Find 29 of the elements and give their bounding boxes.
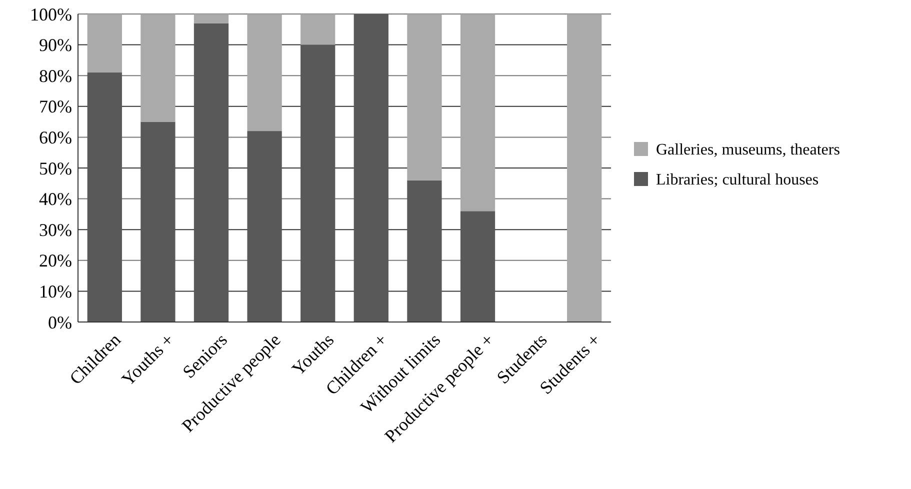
bar: [407, 14, 442, 180]
bar: [87, 72, 122, 322]
bar: [460, 14, 496, 212]
bar: [140, 122, 176, 322]
y-tick-label: 80%: [39, 66, 72, 86]
bar: [300, 14, 336, 45]
bar: [194, 14, 229, 24]
y-tick-label: 70%: [39, 96, 72, 117]
bar: [87, 14, 122, 73]
y-tick-label: 50%: [39, 158, 72, 178]
y-tick-label: 60%: [39, 128, 72, 148]
y-tick-label: 30%: [39, 220, 72, 240]
y-tick-label: 10%: [39, 282, 72, 302]
bar: [247, 14, 282, 132]
y-tick-label: 0%: [48, 312, 72, 332]
y-tick-label: 20%: [39, 250, 72, 271]
legend-label: Libraries; cultural houses: [656, 172, 819, 189]
bar: [300, 44, 336, 322]
bar: [194, 23, 229, 322]
y-tick-label: 40%: [39, 189, 72, 210]
bar: [407, 180, 442, 322]
bar: [354, 14, 388, 322]
bar: [567, 14, 602, 322]
y-tick-label: 100%: [30, 4, 72, 24]
bar: [460, 211, 496, 322]
bar: [247, 131, 282, 322]
legend-label: Galleries, museums, theaters: [656, 142, 840, 159]
y-tick-label: 90%: [39, 35, 72, 56]
bar: [140, 14, 176, 122]
